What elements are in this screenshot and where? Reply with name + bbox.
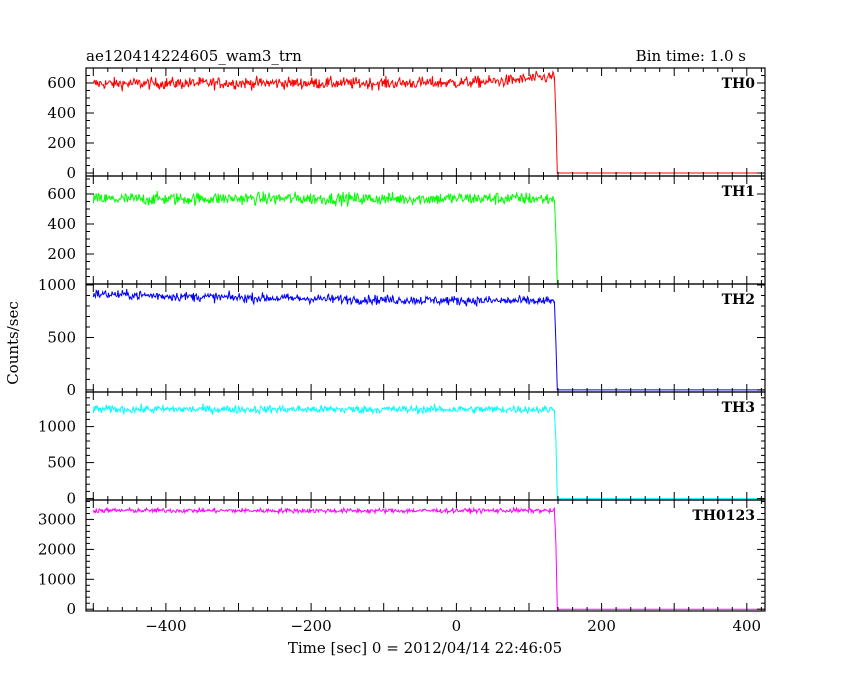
series-line-th1: [92, 191, 765, 285]
y-tick-label: 200: [47, 245, 76, 263]
y-tick-label: 0: [66, 164, 76, 182]
y-tick-label: 0: [66, 600, 76, 618]
y-tick-label: 200: [47, 134, 76, 152]
panel-frame-th3: [85, 391, 766, 501]
y-tick-label: 500: [47, 454, 76, 472]
panel-label-th0: TH0: [722, 76, 756, 92]
series-line-th0123: [92, 505, 765, 610]
panels-group: 0 200 400 600 TH0 200 400 600 TH1 0 500 1000 TH2 0 500…: [38, 67, 766, 635]
panel-label-th0123: TH0123: [692, 508, 755, 524]
y-tick-label: 1000: [38, 276, 76, 294]
y-tick-label: 500: [47, 329, 76, 347]
series-line-th3: [92, 403, 765, 500]
x-axis-label: Time [sec] 0 = 2012/04/14 22:46:05: [288, 639, 562, 657]
panel-frame-th0123: [85, 499, 766, 612]
series-line-th0: [92, 70, 765, 174]
panel-frame-th1: [85, 175, 766, 285]
panel-label-th3: TH3: [722, 400, 755, 416]
bin-time-label: Bin time: 1.0 s: [636, 47, 746, 65]
y-tick-label: 1000: [38, 570, 76, 588]
x-tick-label: 0: [452, 617, 462, 635]
y-tick-label: 3000: [38, 510, 76, 528]
y-tick-label: 400: [47, 215, 76, 233]
panel-label-th2: TH2: [722, 292, 755, 308]
y-tick-label: 2000: [38, 540, 76, 558]
series-line-th2: [92, 288, 765, 391]
x-tick-label: 200: [587, 617, 616, 635]
y-tick-label: 400: [47, 104, 76, 122]
y-tick-label: 1000: [38, 418, 76, 436]
panel-label-th1: TH1: [722, 184, 755, 200]
y-tick-label: 0: [66, 490, 76, 508]
chart-title: ae120414224605_wam3_trn: [86, 47, 302, 65]
y-axis-label: Counts/sec: [4, 301, 22, 385]
y-tick-label: 0: [66, 381, 76, 399]
y-tick-label: 600: [47, 185, 76, 203]
x-tick-label: 400: [732, 617, 761, 635]
y-tick-label: 600: [47, 74, 76, 92]
x-tick-label: −200: [290, 617, 331, 635]
x-tick-label: −400: [145, 617, 186, 635]
